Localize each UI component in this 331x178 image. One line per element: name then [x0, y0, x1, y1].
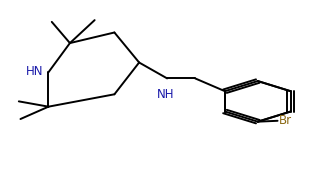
Text: NH: NH [157, 88, 174, 101]
Text: Br: Br [279, 114, 292, 127]
Text: HN: HN [26, 65, 44, 78]
